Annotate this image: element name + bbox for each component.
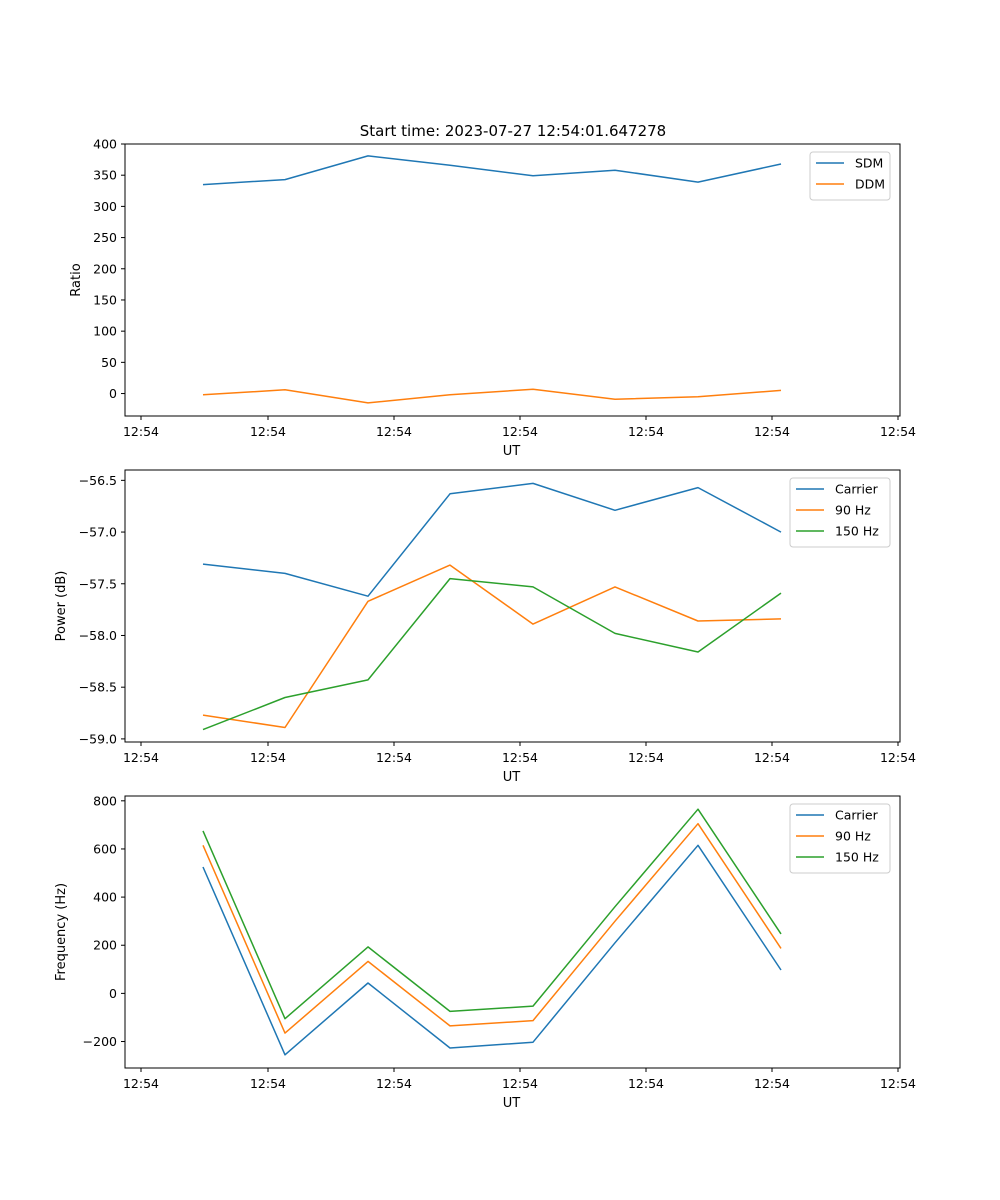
- legend-label-150-hz: 150 Hz: [835, 524, 879, 539]
- x-tick-label: 12:54: [628, 424, 664, 439]
- y-tick-label: 800: [93, 793, 117, 808]
- x-tick-label: 12:54: [250, 424, 286, 439]
- legend: SDM DDM: [809, 151, 891, 201]
- chart-panel-2: −59.0 −58.5 −58.0 −57.5 −57.0 −56.5 12:54 12:54…: [54, 469, 916, 785]
- x-tick-label: 12:54: [628, 1076, 664, 1091]
- y-tick-label: 100: [93, 324, 117, 339]
- x-tick-label: 12:54: [754, 424, 790, 439]
- series-line-carrier: [202, 844, 782, 1056]
- y-axis-label: Ratio: [69, 263, 84, 296]
- x-tick-label: 12:54: [123, 1076, 159, 1091]
- y-tick-label: −59.0: [79, 731, 117, 746]
- y-tick-label: 0: [109, 386, 117, 401]
- y-axis-label: Power (dB): [54, 571, 69, 642]
- axes-frame: [124, 795, 901, 1069]
- legend-label-90-hz: 90 Hz: [835, 503, 871, 518]
- series-line-150-hz: [202, 808, 782, 1020]
- series-line-150-hz: [202, 577, 782, 731]
- legend-label-sdm: SDM: [855, 156, 883, 171]
- figure-title: Start time: 2023-07-27 12:54:01.647278: [360, 122, 666, 140]
- y-tick-label: 600: [93, 841, 117, 856]
- y-tick-label: 150: [93, 292, 117, 307]
- x-tick-label: 12:54: [502, 750, 538, 765]
- x-tick-label: 12:54: [250, 1076, 286, 1091]
- legend-frame: [789, 803, 891, 874]
- legend-label-ddm: DDM: [855, 177, 885, 192]
- y-tick-label: 200: [93, 261, 117, 276]
- axes-frame: [124, 469, 901, 743]
- series-line-90-hz: [202, 564, 782, 729]
- x-tick-label: 12:54: [880, 424, 916, 439]
- x-tick-label: 12:54: [628, 750, 664, 765]
- chart-panel-1: 0 50 100 150 200 250 300 350 400 12:54 12:54 12:54 1…: [69, 137, 916, 460]
- x-tick-label: 12:54: [880, 1076, 916, 1091]
- legend-frame: [789, 477, 891, 548]
- x-tick-label: 12:54: [123, 424, 159, 439]
- x-tick-label: 12:54: [250, 750, 286, 765]
- y-tick-label: −58.5: [79, 680, 117, 695]
- x-tick-label: 12:54: [376, 1076, 412, 1091]
- y-tick-label: 200: [93, 938, 117, 953]
- y-tick-label: 400: [93, 137, 117, 152]
- x-tick-label: 12:54: [880, 750, 916, 765]
- y-tick-label: 300: [93, 199, 117, 214]
- y-tick-label: 350: [93, 168, 117, 183]
- y-tick-label: −58.0: [79, 628, 117, 643]
- y-axis-label: Frequency (Hz): [54, 883, 69, 981]
- legend: Carrier 90 Hz 150 Hz: [789, 803, 891, 874]
- x-tick-label: 12:54: [123, 750, 159, 765]
- x-tick-label: 12:54: [376, 424, 412, 439]
- y-tick-label: 50: [101, 355, 117, 370]
- legend-label-carrier: Carrier: [835, 482, 879, 497]
- legend-label-150-hz: 150 Hz: [835, 850, 879, 865]
- series-line-ddm: [202, 388, 782, 404]
- series-line-sdm: [202, 155, 782, 186]
- legend-label-carrier: Carrier: [835, 808, 879, 823]
- x-tick-label: 12:54: [754, 1076, 790, 1091]
- y-tick-label: −57.5: [79, 576, 117, 591]
- series-line-carrier: [202, 482, 782, 597]
- y-tick-label: 250: [93, 230, 117, 245]
- x-tick-label: 12:54: [376, 750, 412, 765]
- x-tick-label: 12:54: [502, 424, 538, 439]
- legend-label-90-hz: 90 Hz: [835, 829, 871, 844]
- legend-frame: [809, 151, 891, 201]
- y-tick-label: −200: [83, 1034, 117, 1049]
- x-tick-label: 12:54: [754, 750, 790, 765]
- x-tick-label: 12:54: [502, 1076, 538, 1091]
- y-tick-label: −57.0: [79, 525, 117, 540]
- axes-frame: [124, 143, 901, 417]
- x-axis-label: UT: [503, 1096, 521, 1111]
- series-line-90-hz: [202, 822, 782, 1034]
- y-tick-label: −56.5: [79, 473, 117, 488]
- y-tick-label: 400: [93, 890, 117, 905]
- x-axis-label: UT: [503, 770, 521, 785]
- chart-panel-3: −200 0 200 400 600 800 12:54 12:54 12:54 12:54 12:…: [54, 793, 916, 1111]
- y-tick-label: 0: [109, 986, 117, 1001]
- x-axis-label: UT: [503, 444, 521, 459]
- legend: Carrier 90 Hz 150 Hz: [789, 477, 891, 548]
